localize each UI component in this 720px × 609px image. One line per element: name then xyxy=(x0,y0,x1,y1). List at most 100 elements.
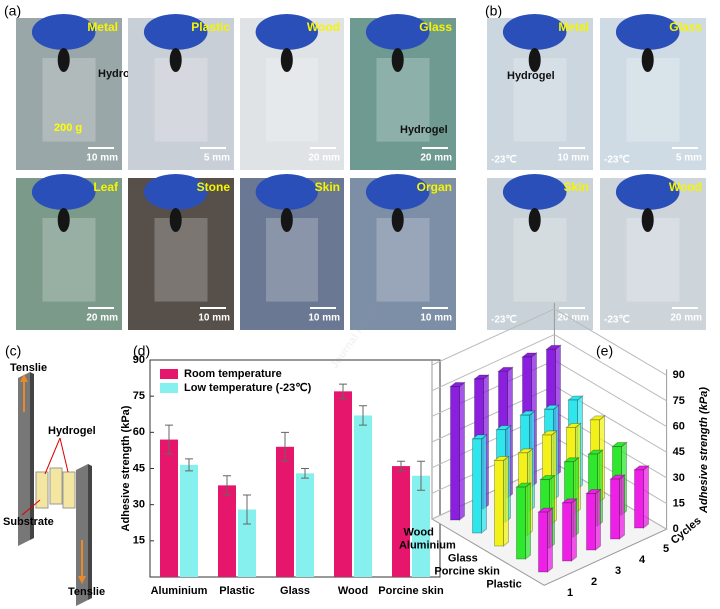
glove xyxy=(615,14,680,50)
error-bar xyxy=(281,431,289,462)
hydrogel xyxy=(391,208,404,232)
object xyxy=(42,58,96,142)
x-tick-label: Aluminium xyxy=(151,585,208,597)
bar-side xyxy=(595,488,601,552)
scale-label: 20 mm xyxy=(86,313,118,324)
tile-name: Metal xyxy=(87,20,118,34)
panel-label: (b) xyxy=(485,3,502,19)
bar xyxy=(218,485,236,577)
y-tick-label: 75 xyxy=(133,390,145,402)
legend-swatch xyxy=(160,369,178,379)
object xyxy=(376,218,430,302)
bar-side xyxy=(525,482,531,561)
z-tick-label: 30 xyxy=(673,472,685,484)
pointer xyxy=(21,499,41,516)
tile-name: Stone xyxy=(197,180,231,194)
force-label: Tenslie xyxy=(68,586,105,598)
category-label: Glass xyxy=(448,553,478,565)
arrow-head xyxy=(78,576,86,584)
bar-side xyxy=(459,381,465,522)
object xyxy=(513,218,567,302)
temperature: -23℃ xyxy=(491,155,517,166)
temperature: -23℃ xyxy=(604,315,630,326)
y-tick-label: 30 xyxy=(133,499,145,511)
cycle-label: 5 xyxy=(663,543,669,555)
error-bar xyxy=(185,458,193,472)
bar xyxy=(296,473,314,577)
z-tick-label: 15 xyxy=(673,497,685,509)
object xyxy=(513,58,567,142)
arrow-head xyxy=(20,374,28,382)
glove xyxy=(365,14,430,50)
bar-side xyxy=(619,474,625,541)
bar xyxy=(472,438,482,534)
y-tick-label: 60 xyxy=(133,426,145,438)
bar xyxy=(516,486,526,560)
tile-name: Glass xyxy=(669,20,702,34)
grid-line xyxy=(431,334,667,402)
substrate-shape xyxy=(76,464,88,606)
note: Hydrogel xyxy=(400,124,448,136)
error-bar xyxy=(339,383,347,400)
bar xyxy=(610,478,620,540)
hydrogel xyxy=(280,48,293,72)
error-bar xyxy=(243,494,251,525)
pointer xyxy=(59,437,69,473)
object xyxy=(154,218,208,302)
bar-side xyxy=(571,497,577,563)
glove xyxy=(143,14,208,50)
bar xyxy=(562,502,572,562)
cycle-label: 3 xyxy=(615,565,621,577)
tile-name: Leaf xyxy=(93,180,119,194)
hydrogel xyxy=(57,48,70,72)
scale-label: 10 mm xyxy=(557,153,589,164)
bar-side xyxy=(547,507,553,574)
glove xyxy=(143,174,208,210)
note: 200 g xyxy=(54,122,82,134)
substrate-shape xyxy=(88,464,92,600)
bar xyxy=(494,459,504,547)
hydrogel-block xyxy=(62,471,76,509)
object xyxy=(626,218,680,302)
error-bar xyxy=(301,468,309,479)
panel-label: (e) xyxy=(596,343,613,359)
hydrogel-label: Hydrogel xyxy=(48,425,96,437)
bar xyxy=(160,439,178,577)
category-label: Aluminium xyxy=(399,540,456,552)
scale-label: 20 mm xyxy=(420,153,452,164)
z-tick-label: 75 xyxy=(673,395,685,407)
object xyxy=(42,218,96,302)
y-tick-label: 90 xyxy=(133,354,145,366)
bar xyxy=(180,464,198,577)
scale-label: 5 mm xyxy=(204,153,230,164)
object xyxy=(626,58,680,142)
cycle-label: 4 xyxy=(639,554,646,566)
tile-name: Skin xyxy=(564,180,589,194)
legend-label: Room temperature xyxy=(184,368,282,380)
grid-line xyxy=(431,308,667,376)
bar xyxy=(238,509,256,577)
tile-name: Wood xyxy=(669,180,702,194)
tile-name: Glass xyxy=(419,20,452,34)
panel-label: (c) xyxy=(5,343,21,359)
hydrogel xyxy=(169,48,182,72)
bar-side xyxy=(481,433,487,535)
glove xyxy=(31,14,96,50)
bar xyxy=(276,446,294,577)
temperature: -23℃ xyxy=(491,315,517,326)
bar xyxy=(354,415,372,577)
category-label: Plastic xyxy=(486,579,521,591)
tile-name: Plastic xyxy=(191,20,230,34)
x-tick-label: Porcine skin xyxy=(378,585,444,597)
bar xyxy=(334,391,352,577)
hydrogel-block xyxy=(35,471,49,509)
category-label: Wood xyxy=(403,527,433,539)
x-tick-label: Wood xyxy=(338,585,368,597)
z-tick-label: 60 xyxy=(673,420,685,432)
x-tick-label: Glass xyxy=(280,585,310,597)
z-axis-label: Adhesive strength (kPa) xyxy=(698,387,710,514)
glove xyxy=(502,174,567,210)
glove xyxy=(255,174,318,210)
